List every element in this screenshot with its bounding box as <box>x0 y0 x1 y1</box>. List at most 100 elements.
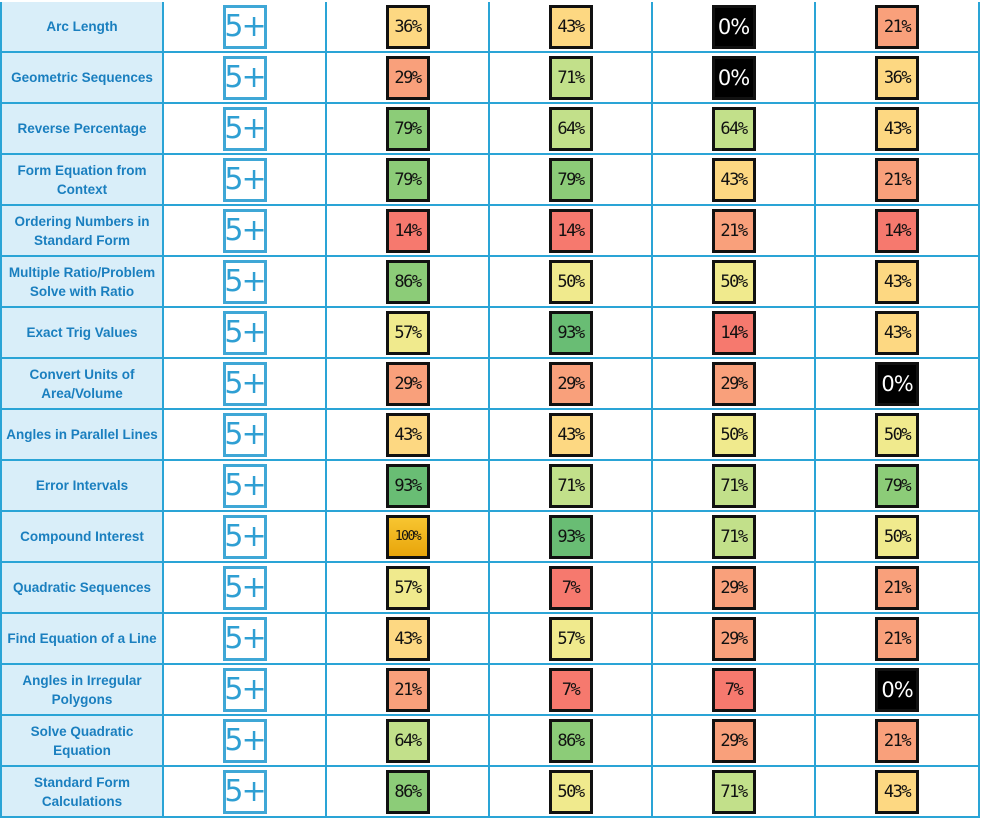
grade-cell: 5+ <box>164 308 327 359</box>
score-cell: 0% <box>653 53 816 104</box>
score-cell: 7% <box>490 563 653 614</box>
score-badge: 71% <box>711 463 756 508</box>
score-cell: 0% <box>816 665 980 716</box>
grade-cell: 5+ <box>164 461 327 512</box>
score-cell: 79% <box>327 155 490 206</box>
score-badge: 29% <box>711 565 756 610</box>
table-row: Arc Length 5+ 36% 43% 0% 21% <box>0 2 982 53</box>
score-badge: 36% <box>385 4 430 49</box>
score-cell: 57% <box>490 614 653 665</box>
score-cell: 29% <box>327 359 490 410</box>
score-badge: 43% <box>875 259 919 304</box>
score-badge: 79% <box>385 157 430 202</box>
score-cell: 21% <box>816 155 980 206</box>
table-row: Angles in Irregular Polygons 5+ 21% 7% 7% 0% <box>0 665 982 716</box>
score-badge: 29% <box>711 616 756 661</box>
score-cell: 0% <box>816 359 980 410</box>
score-badge: 93% <box>548 514 593 559</box>
grade-badge: 5+ <box>222 514 267 559</box>
table-row: Error Intervals 5+ 93% 71% 71% 79% <box>0 461 982 512</box>
score-cell: 7% <box>653 665 816 716</box>
score-cell: 21% <box>816 563 980 614</box>
score-cell: 71% <box>653 767 816 818</box>
score-badge: 43% <box>875 769 919 814</box>
score-cell: 64% <box>490 104 653 155</box>
table-row: Find Equation of a Line 5+ 43% 57% 29% 21% <box>0 614 982 665</box>
grade-badge: 5+ <box>222 718 267 763</box>
grade-badge: 5+ <box>222 157 267 202</box>
score-cell: 0% <box>653 2 816 53</box>
topic-label: Multiple Ratio/Problem Solve with Ratio <box>0 257 164 308</box>
topic-label: Ordering Numbers in Standard Form <box>0 206 164 257</box>
score-badge: 21% <box>385 667 430 712</box>
score-cell: 50% <box>653 257 816 308</box>
score-cell: 21% <box>816 614 980 665</box>
score-cell: 50% <box>490 257 653 308</box>
score-badge: 0% <box>711 55 756 100</box>
score-cell: 93% <box>327 461 490 512</box>
grade-badge: 5+ <box>222 769 267 814</box>
table-row: Angles in Parallel Lines 5+ 43% 43% 50% 50% <box>0 410 982 461</box>
grade-badge: 5+ <box>222 55 267 100</box>
table-row: Form Equation from Context 5+ 79% 79% 43% 21% <box>0 155 982 206</box>
score-badge: 21% <box>875 616 919 661</box>
grade-cell: 5+ <box>164 563 327 614</box>
score-badge: 29% <box>385 361 430 406</box>
score-badge: 43% <box>875 310 919 355</box>
topic-label: Find Equation of a Line <box>0 614 164 665</box>
score-cell: 79% <box>816 461 980 512</box>
topic-label: Geometric Sequences <box>0 53 164 104</box>
score-badge: 43% <box>548 412 593 457</box>
score-cell: 43% <box>816 767 980 818</box>
score-cell: 43% <box>490 410 653 461</box>
score-badge: 43% <box>711 157 756 202</box>
score-cell: 29% <box>653 563 816 614</box>
score-badge: 0% <box>875 361 919 406</box>
score-cell: 43% <box>816 308 980 359</box>
score-badge: 29% <box>711 361 756 406</box>
score-badge: 71% <box>548 55 593 100</box>
grade-cell: 5+ <box>164 2 327 53</box>
grade-cell: 5+ <box>164 665 327 716</box>
score-badge: 7% <box>548 667 593 712</box>
score-cell: 7% <box>490 665 653 716</box>
score-badge: 36% <box>875 55 919 100</box>
table-row: Quadratic Sequences 5+ 57% 7% 29% 21% <box>0 563 982 614</box>
topic-label: Standard Form Calculations <box>0 767 164 818</box>
score-badge: 50% <box>548 769 593 814</box>
score-badge: 57% <box>385 310 430 355</box>
grade-cell: 5+ <box>164 257 327 308</box>
table-row: Multiple Ratio/Problem Solve with Ratio 5… <box>0 257 982 308</box>
score-cell: 14% <box>327 206 490 257</box>
score-badge: 14% <box>875 208 919 253</box>
score-badge: 71% <box>711 514 756 559</box>
score-badge: 43% <box>385 616 430 661</box>
score-badge: 0% <box>711 4 756 49</box>
score-badge: 79% <box>385 106 430 151</box>
score-cell: 57% <box>327 308 490 359</box>
topic-label: Quadratic Sequences <box>0 563 164 614</box>
score-cell: 86% <box>490 716 653 767</box>
score-cell: 29% <box>653 716 816 767</box>
table-row: Solve Quadratic Equation 5+ 64% 86% 29% 21% <box>0 716 982 767</box>
grade-cell: 5+ <box>164 410 327 461</box>
score-badge: 21% <box>875 157 919 202</box>
score-cell: 43% <box>816 104 980 155</box>
topic-label: Compound Interest <box>0 512 164 563</box>
topic-label: Reverse Percentage <box>0 104 164 155</box>
score-badge: 29% <box>711 718 756 763</box>
score-cell: 86% <box>327 767 490 818</box>
score-badge: 100% <box>385 514 430 559</box>
score-cell: 21% <box>816 716 980 767</box>
score-cell: 57% <box>327 563 490 614</box>
grade-cell: 5+ <box>164 206 327 257</box>
topic-label: Error Intervals <box>0 461 164 512</box>
table-row: Reverse Percentage 5+ 79% 64% 64% 43% <box>0 104 982 155</box>
score-badge: 71% <box>711 769 756 814</box>
score-cell: 71% <box>653 461 816 512</box>
grade-cell: 5+ <box>164 767 327 818</box>
score-badge: 43% <box>548 4 593 49</box>
score-cell: 14% <box>490 206 653 257</box>
score-cell: 29% <box>653 359 816 410</box>
grade-cell: 5+ <box>164 104 327 155</box>
